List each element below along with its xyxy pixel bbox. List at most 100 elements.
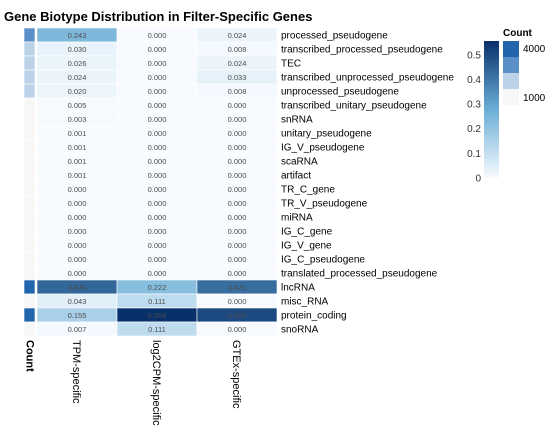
color-scale-tick-label: 0.1 [467,149,481,160]
cell-value-label: 0.020 [68,87,87,96]
cell-value-label: 0.000 [68,241,87,250]
cell-value-label: 0.000 [228,185,247,194]
cell-value-label: 0.000 [68,255,87,264]
count-annotation-cell [23,41,36,57]
row-label: processed_pseudogene [281,31,388,42]
color-scale-tick-label: 0.2 [467,124,481,135]
count-annotation-cell [23,181,36,197]
cell-value-label: 0.000 [68,213,87,222]
row-label: unitary_pseudogene [281,129,372,140]
heatmap-cell [196,321,278,337]
cell-value-label: 0.000 [148,115,167,124]
cell-value-label: 0.007 [68,325,87,334]
count-legend-swatch [503,89,519,105]
cell-value-label: 0.003 [68,115,87,124]
color-scale-tick-label: 0 [475,174,481,185]
cell-value-label: 0.000 [228,213,247,222]
cell-value-label: 0.000 [68,227,87,236]
cell-value-label: 0.001 [68,171,87,180]
count-legend-label: 4000 [523,44,546,55]
cell-value-label: 0.000 [228,269,247,278]
color-scale-tick-label: 0.5 [467,50,481,61]
cell-value-label: 0.421 [228,283,247,292]
cell-value-label: 0.000 [68,269,87,278]
count-annotation-cell [23,111,36,127]
count-legend-swatch [503,73,519,89]
cell-value-label: 0.436 [68,283,87,292]
column-label: log2CPM-specific [150,340,162,426]
row-label: transcribed_unitary_pseudogene [281,101,427,112]
row-label: IG_V_pseudogene [281,143,365,154]
row-label: unprocessed_pseudogene [281,87,399,98]
row-label: IG_V_gene [281,241,332,252]
heatmap-cells: 0.243 0.000 0.024 0.030 0.000 0.008 0.026 0.000… [36,27,278,337]
cell-value-label: 0.000 [228,255,247,264]
column-label: GTEx-specific [230,340,242,409]
cell-value-label: 0.000 [148,45,167,54]
cell-value-label: 0.000 [228,143,247,152]
count-annotation-cell [23,209,36,225]
cell-value-label: 0.000 [228,241,247,250]
cell-value-label: 0.500 [228,311,247,320]
count-annotation-cell [23,237,36,253]
count-annotation-cell [23,27,36,43]
row-label: snRNA [281,115,313,126]
row-label: IG_C_gene [281,227,333,238]
count-annotation-cell [23,69,36,85]
cell-value-label: 0.024 [228,59,247,68]
row-labels: processed_pseudogene transcribed_processe… [281,31,454,336]
row-label: TR_C_gene [281,185,335,196]
cell-value-label: 0.111 [148,325,166,334]
row-label: transcribed_processed_pseudogene [281,45,443,56]
row-label: snoRNA [281,325,319,336]
cell-value-label: 0.000 [228,199,247,208]
row-label: TR_V_pseudogene [281,199,368,210]
count-annotation-cell [23,321,36,337]
count-legend: Count 4000 1000 [503,28,546,105]
color-scale-legend: 0 0.1 0.2 0.3 0.4 0.5 [467,41,499,185]
cell-value-label: 0.000 [68,199,87,208]
cell-value-label: 0.000 [228,101,247,110]
count-legend-title: Count [503,28,533,39]
cell-value-label: 0.000 [228,115,247,124]
row-label: scaRNA [281,157,318,168]
cell-value-label: 0.000 [148,59,167,68]
cell-value-label: 0.000 [148,241,167,250]
cell-value-label: 0.000 [148,143,167,152]
cell-value-label: 0.155 [68,311,87,320]
cell-value-label: 0.000 [148,199,167,208]
cell-value-label: 0.111 [148,297,166,306]
cell-value-label: 0.001 [68,129,87,138]
cell-value-label: 0.026 [68,59,87,68]
cell-value-label: 0.000 [148,185,167,194]
cell-value-label: 0.008 [228,87,247,96]
cell-value-label: 0.000 [228,297,247,306]
cell-value-label: 0.000 [148,73,167,82]
count-legend-swatch [503,57,519,73]
chart-title: Gene Biotype Distribution in Filter-Spec… [4,9,312,24]
cell-value-label: 0.000 [148,31,167,40]
cell-value-label: 0.000 [228,129,247,138]
cell-value-label: 0.024 [228,31,247,40]
row-label: translated_processed_pseudogene [281,269,438,280]
cell-value-label: 0.024 [68,73,87,82]
color-scale-tick-label: 0.3 [467,100,481,111]
cell-value-label: 0.000 [148,255,167,264]
count-annotation-cell [23,153,36,169]
row-label: lncRNA [281,283,315,294]
row-label: transcribed_unprocessed_pseudogene [281,73,454,84]
count-annotation-cell [23,195,36,211]
cell-value-label: 0.005 [68,101,87,110]
column-labels: Count TPM-specific log2CPM-specific GTEx-sp… [24,340,243,426]
cell-value-label: 0.000 [148,269,167,278]
cell-value-label: 0.001 [68,157,87,166]
cell-value-label: 0.556 [148,311,167,320]
cell-value-label: 0.000 [228,171,247,180]
count-annotation-cell [23,307,36,323]
cell-value-label: 0.033 [228,73,247,82]
cell-value-label: 0.000 [228,325,247,334]
cell-value-label: 0.243 [68,31,87,40]
column-label: TPM-specific [70,340,82,404]
count-annotation-cell [23,97,36,113]
